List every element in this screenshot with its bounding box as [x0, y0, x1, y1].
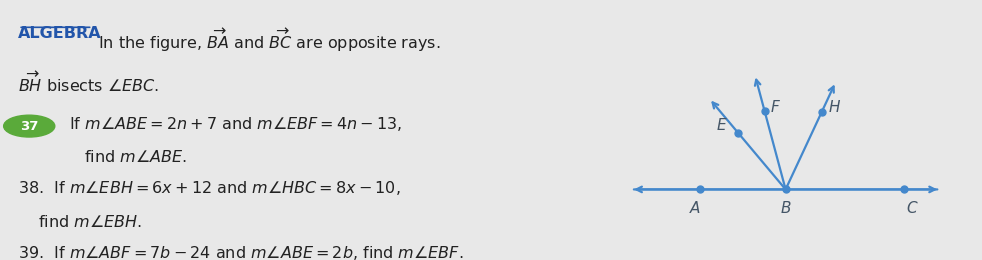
Text: find $m\angle EBH$.: find $m\angle EBH$. [19, 214, 142, 230]
Text: 37: 37 [20, 120, 38, 133]
Text: B: B [781, 201, 791, 216]
Text: $\overrightarrow{BH}$ bisects $\angle EBC$.: $\overrightarrow{BH}$ bisects $\angle EB… [19, 70, 160, 95]
Text: If $m\angle ABE = 2n + 7$ and $m\angle EBF = 4n - 13$,: If $m\angle ABE = 2n + 7$ and $m\angle E… [64, 115, 403, 133]
Text: In the figure, $\overrightarrow{BA}$ and $\overrightarrow{BC}$ are opposite rays: In the figure, $\overrightarrow{BA}$ and… [92, 26, 440, 54]
Text: C: C [906, 201, 917, 216]
Text: H: H [829, 100, 841, 115]
Text: E: E [717, 118, 727, 133]
Text: A: A [690, 201, 700, 216]
Text: ALGEBRA: ALGEBRA [19, 26, 102, 41]
Text: 38.  If $m\angle EBH = 6x + 12$ and $m\angle HBC = 8x - 10$,: 38. If $m\angle EBH = 6x + 12$ and $m\an… [19, 179, 401, 197]
Text: F: F [771, 100, 780, 115]
Text: find $m\angle ABE$.: find $m\angle ABE$. [64, 149, 187, 165]
Circle shape [4, 115, 55, 137]
Text: 39.  If $m\angle ABF = 7b - 24$ and $m\angle ABE = 2b$, find $m\angle EBF$.: 39. If $m\angle ABF = 7b - 24$ and $m\an… [19, 244, 464, 260]
